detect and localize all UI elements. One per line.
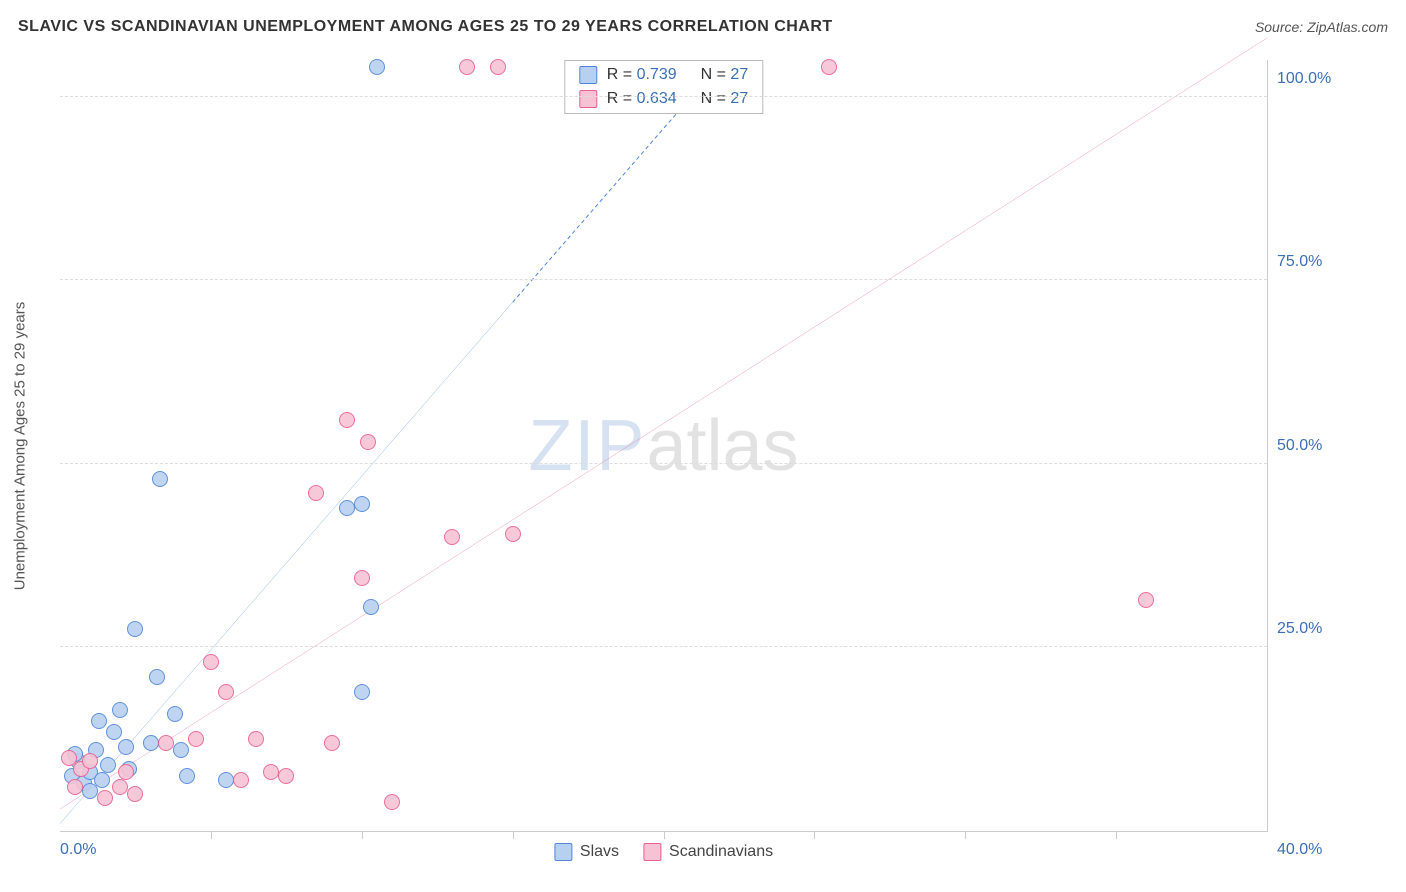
gridline	[60, 646, 1267, 647]
scatter-point	[339, 500, 355, 516]
chart-title: SLAVIC VS SCANDINAVIAN UNEMPLOYMENT AMON…	[18, 18, 833, 36]
scatter-point	[188, 731, 204, 747]
source-name: ZipAtlas.com	[1307, 19, 1388, 35]
scatter-point	[106, 724, 122, 740]
scatter-point	[82, 783, 98, 799]
scatter-point	[233, 772, 249, 788]
scatter-point	[91, 713, 107, 729]
x-tick	[513, 831, 514, 839]
x-tick	[1116, 831, 1117, 839]
x-tick	[965, 831, 966, 839]
scatter-point	[67, 779, 83, 795]
scatter-point	[173, 742, 189, 758]
scatter-point	[152, 471, 168, 487]
y-tick-label: 100.0%	[1277, 70, 1377, 88]
y-tick-label: 75.0%	[1277, 253, 1377, 271]
legend-r: R = 0.634	[607, 90, 677, 108]
scatter-point	[203, 654, 219, 670]
regression-lines-svg	[60, 60, 1267, 831]
legend-row: R = 0.634 N = 27	[565, 87, 762, 111]
x-tick	[362, 831, 363, 839]
x-max-label: 40.0%	[1277, 841, 1387, 859]
scatter-point	[459, 59, 475, 75]
x-tick	[664, 831, 665, 839]
series-legend-item: Slavs	[554, 843, 619, 861]
scatter-point	[218, 684, 234, 700]
scatter-point	[1138, 592, 1154, 608]
series-legend: Slavs Scandinavians	[554, 843, 773, 861]
scatter-point	[354, 570, 370, 586]
scatter-point	[167, 706, 183, 722]
x-min-label: 0.0%	[60, 841, 96, 859]
scatter-point	[354, 496, 370, 512]
scatter-point	[369, 59, 385, 75]
scatter-point	[384, 794, 400, 810]
x-tick	[211, 831, 212, 839]
scatter-point	[339, 412, 355, 428]
legend-row: R = 0.739 N = 27	[565, 63, 762, 87]
scatter-point	[263, 764, 279, 780]
series-name: Scandinavians	[669, 843, 773, 861]
series-legend-item: Scandinavians	[643, 843, 773, 861]
scatter-point	[360, 434, 376, 450]
scatter-point	[308, 485, 324, 501]
scatter-point	[444, 529, 460, 545]
scatter-point	[143, 735, 159, 751]
gridline	[60, 463, 1267, 464]
scatter-point	[354, 684, 370, 700]
scatter-point	[97, 790, 113, 806]
scatter-point	[490, 59, 506, 75]
gridline	[60, 96, 1267, 97]
legend-r: R = 0.739	[607, 66, 677, 84]
x-tick	[814, 831, 815, 839]
scatter-point	[118, 739, 134, 755]
scatter-point	[127, 621, 143, 637]
scatter-point	[248, 731, 264, 747]
scatter-point	[218, 772, 234, 788]
source-attribution: Source: ZipAtlas.com	[1255, 19, 1388, 35]
correlation-legend: R = 0.739 N = 27 R = 0.634 N = 27	[564, 60, 763, 114]
regression-line-extension	[513, 94, 694, 303]
scatter-point	[158, 735, 174, 751]
scatter-point	[82, 753, 98, 769]
regression-line	[60, 38, 1267, 809]
scatter-point	[112, 702, 128, 718]
y-axis-label: Unemployment Among Ages 25 to 29 years	[12, 302, 29, 591]
source-prefix: Source:	[1255, 19, 1307, 35]
scatter-point	[100, 757, 116, 773]
header: SLAVIC VS SCANDINAVIAN UNEMPLOYMENT AMON…	[18, 18, 1388, 36]
scatter-point	[179, 768, 195, 784]
scatter-point	[127, 786, 143, 802]
y-tick-label: 25.0%	[1277, 620, 1377, 638]
y-tick-label: 50.0%	[1277, 437, 1377, 455]
legend-swatch	[554, 843, 572, 861]
scatter-point	[821, 59, 837, 75]
scatter-point	[363, 599, 379, 615]
scatter-point	[112, 779, 128, 795]
scatter-point	[278, 768, 294, 784]
scatter-point	[324, 735, 340, 751]
scatter-point	[505, 526, 521, 542]
legend-swatch	[579, 66, 597, 84]
plot-area: ZIPatlas R = 0.739N = 27R = 0.634N = 27 …	[60, 60, 1268, 832]
series-name: Slavs	[580, 843, 619, 861]
legend-n: N = 27	[701, 66, 749, 84]
scatter-point	[149, 669, 165, 685]
legend-swatch	[643, 843, 661, 861]
legend-n: N = 27	[701, 90, 749, 108]
chart-container: Unemployment Among Ages 25 to 29 years Z…	[50, 50, 1388, 842]
scatter-point	[118, 764, 134, 780]
legend-swatch	[579, 90, 597, 108]
gridline	[60, 279, 1267, 280]
